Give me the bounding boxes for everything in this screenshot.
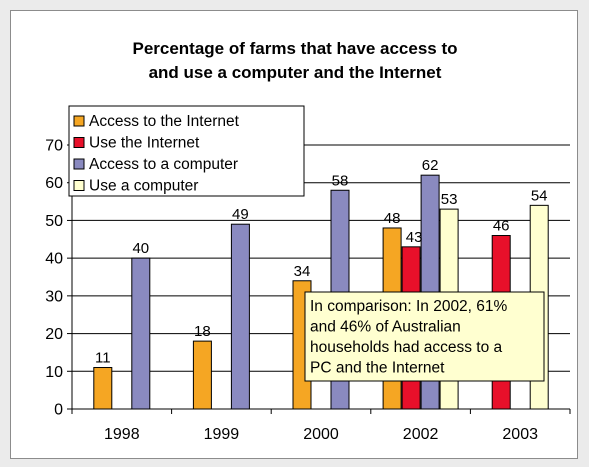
y-tick-label: 30 [45, 288, 63, 305]
annotation-line: households had access to a [310, 339, 503, 356]
bar [230, 223, 250, 410]
annotation-box-bg [304, 291, 545, 382]
chart-title-line-1: Percentage of farms that have access to [132, 39, 457, 58]
legend-swatch [73, 180, 85, 191]
data-label: 49 [232, 206, 249, 223]
x-tick-label: 1998 [104, 426, 140, 443]
annotation-line: In comparison: In 2002, 61% [310, 298, 508, 315]
chart-frame: Percentage of farms that have access to … [10, 10, 578, 459]
tick-labels: 0 10 20 30 40 50 60 70 1998 1999 2000 2002 2003 [45, 138, 538, 444]
data-label: 48 [384, 210, 401, 227]
x-tick-label: 2000 [303, 426, 339, 443]
y-tick-label: 60 [45, 175, 63, 192]
data-label: 18 [194, 323, 211, 340]
legend-entry: Use the Internet [89, 135, 200, 152]
x-tick-label: 2003 [502, 426, 538, 443]
legend-entry: Access to a computer [89, 156, 238, 173]
data-label: 46 [493, 218, 510, 235]
bars [93, 174, 549, 410]
chart-title-line-2: and use a computer and the Internet [149, 63, 442, 82]
legend-entry: Use a computer [89, 178, 198, 195]
x-tick-label: 1999 [204, 426, 240, 443]
data-label: 62 [422, 157, 439, 174]
chart-title: Percentage of farms that have access to … [132, 39, 457, 82]
y-tick-label: 70 [45, 138, 63, 155]
legend-box [68, 105, 305, 197]
bar [93, 367, 113, 410]
legend-entry: Access to the Internet [89, 113, 240, 130]
data-label: 53 [441, 191, 458, 208]
bar [192, 340, 212, 410]
bar-chart: Percentage of farms that have access to … [45, 39, 571, 444]
data-label: 11 [95, 350, 111, 367]
y-tick-label: 10 [45, 364, 63, 381]
annotation-box: In comparison: In 2002, 61% and 46% of Au… [304, 291, 545, 382]
data-label: 54 [531, 187, 548, 204]
data-label: 43 [406, 229, 423, 246]
data-label: 58 [332, 172, 349, 189]
bar [131, 257, 151, 410]
x-tick-label: 2002 [403, 426, 439, 443]
y-tick-label: 0 [54, 402, 63, 419]
legend-swatch [73, 137, 85, 148]
annotation-line: PC and the Internet [310, 360, 445, 377]
data-label: 40 [132, 240, 149, 257]
legend-swatch [73, 115, 85, 127]
data-label: 34 [294, 263, 311, 280]
legend: Access to the Internet Use the Internet Ac… [68, 105, 305, 197]
y-tick-label: 20 [45, 326, 63, 343]
y-tick-label: 50 [45, 213, 63, 230]
legend-swatch [73, 158, 85, 170]
y-tick-label: 40 [45, 251, 63, 268]
annotation-line: and 46% of Australian [310, 319, 461, 336]
